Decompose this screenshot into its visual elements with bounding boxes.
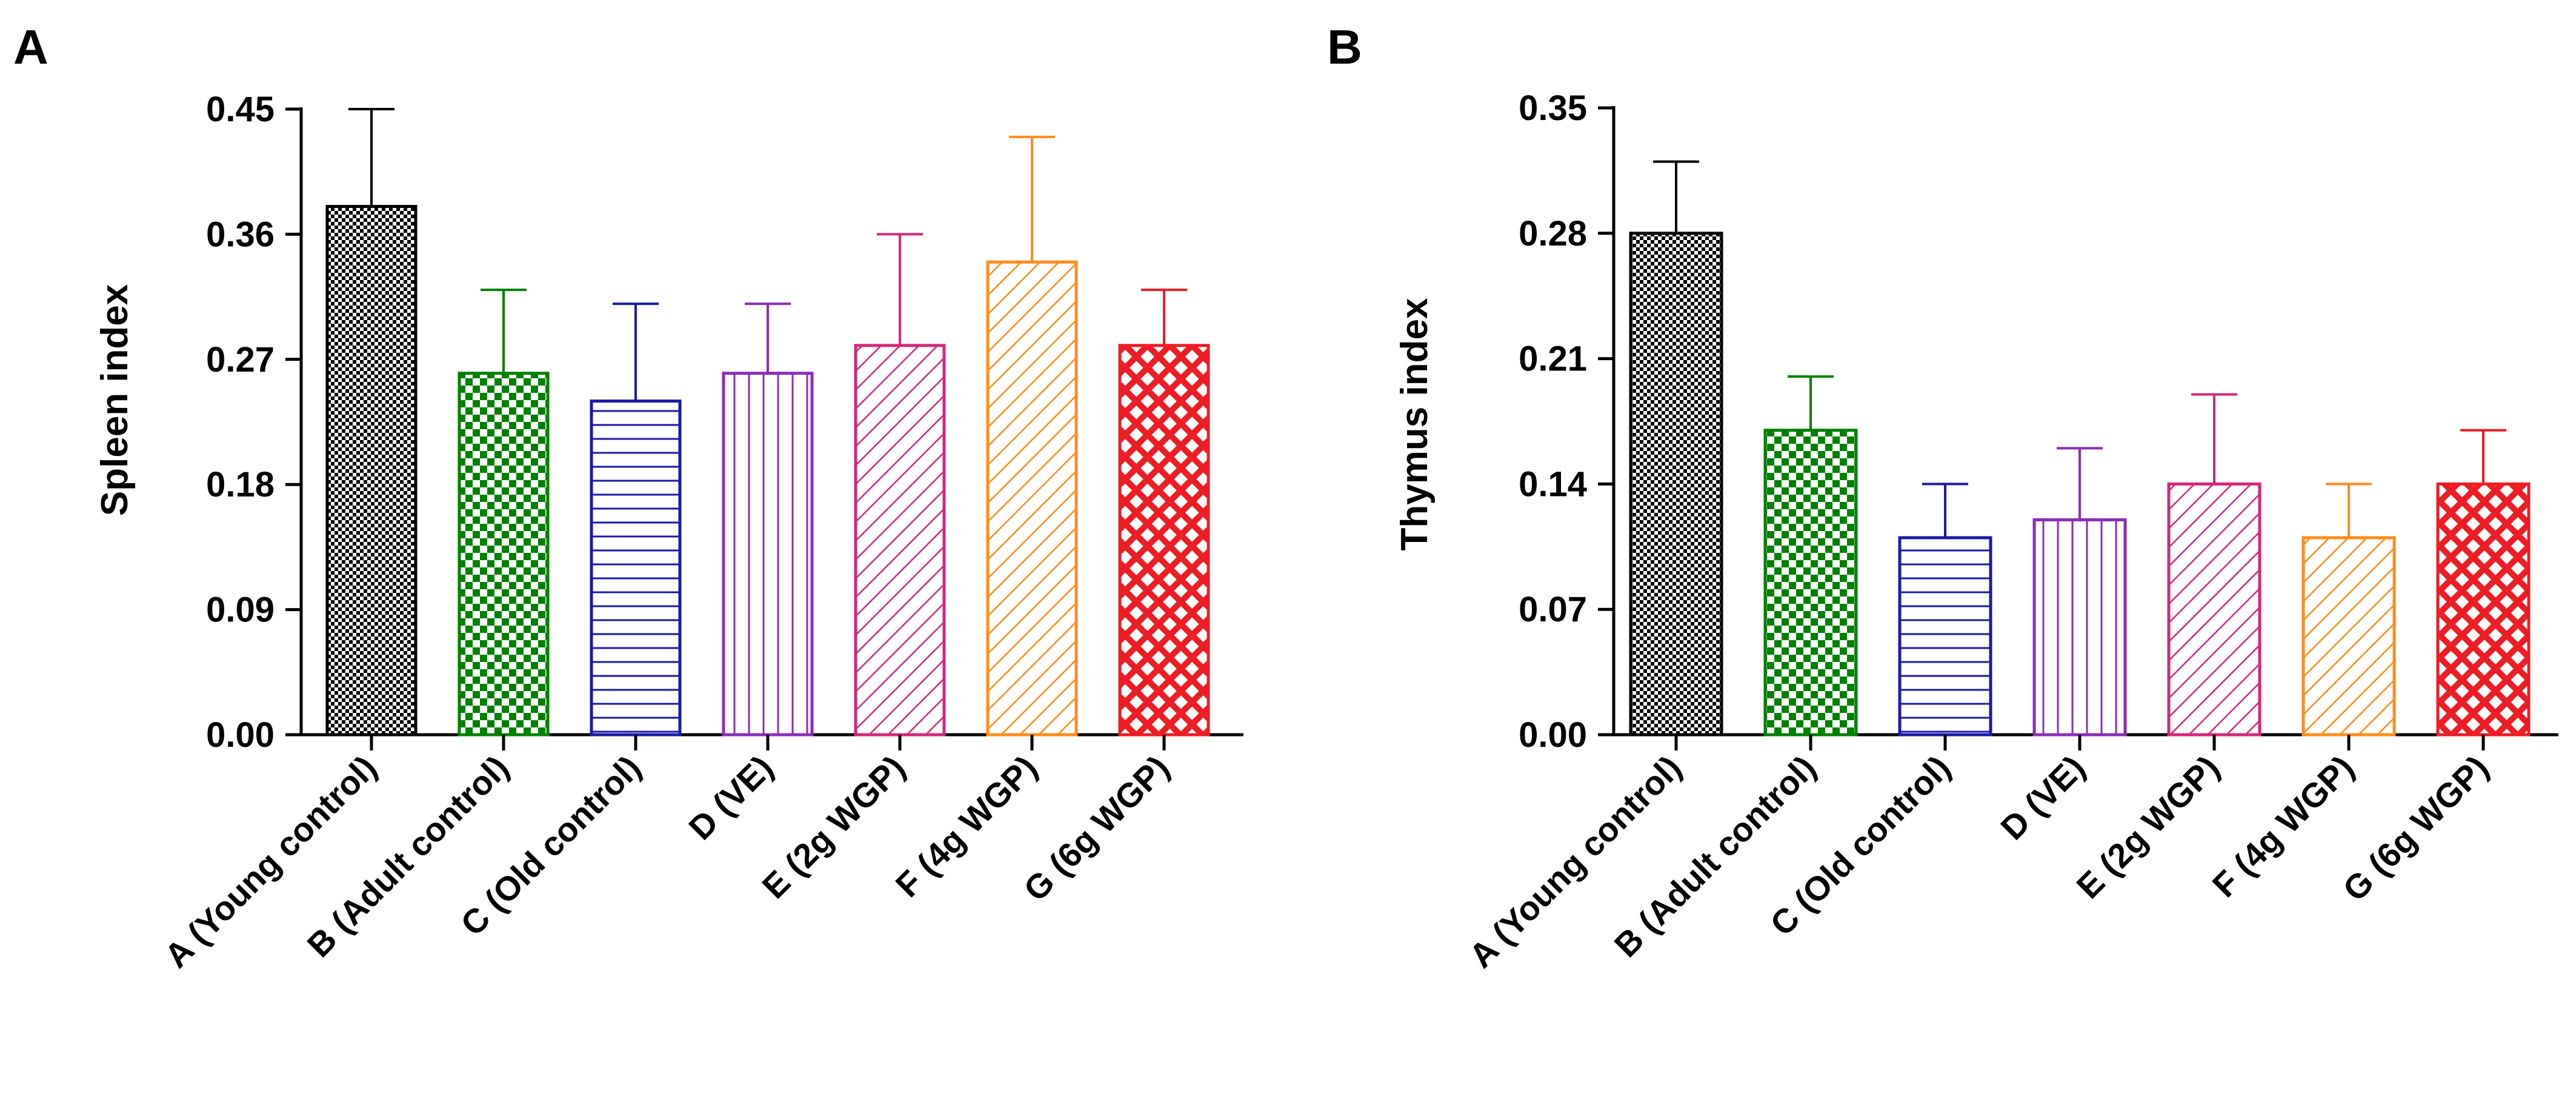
panel-a-y-tick-label: 0.27 xyxy=(206,340,275,379)
panel-a-y-tick-label: 0.00 xyxy=(206,715,275,755)
panel-b-bar xyxy=(1763,429,1858,737)
panel-a-y-tick-label: 0.18 xyxy=(206,465,275,504)
panel-b-category-label: D (VE) xyxy=(1993,748,2092,847)
panel-b-category-label: E (2g WGP) xyxy=(2069,748,2226,906)
panel-a-label: A xyxy=(13,20,48,74)
panel-b-bar xyxy=(2436,482,2531,737)
panel-a-y-axis-title: Spleen index xyxy=(94,284,136,516)
panel-a-bar xyxy=(590,399,682,737)
panel-a: A Spleen index 0.000.090.180.270.360.45A… xyxy=(13,20,1243,975)
panel-a-bar xyxy=(325,205,418,737)
panel-b-bar xyxy=(1898,536,1992,737)
panel-b-category-label: G (6g WGP) xyxy=(2335,748,2496,909)
panel-b-y-tick-label: 0.35 xyxy=(1519,89,1587,128)
panel-a-y-tick-label: 0.36 xyxy=(206,215,275,254)
panel-b-bar xyxy=(2032,518,2127,737)
panel-b-bar xyxy=(1629,232,1723,737)
panel-a-category-label: D (VE) xyxy=(681,748,780,847)
panel-b-y-tick-label: 0.00 xyxy=(1519,715,1587,755)
panel-b-y-tick-label: 0.07 xyxy=(1519,590,1587,629)
panel-a-bar xyxy=(986,260,1078,737)
panel-a-bar xyxy=(722,372,814,737)
panel-a-category-label: E (2g WGP) xyxy=(754,748,912,906)
panel-a-bar xyxy=(1118,344,1210,737)
panel-a-y-tick-label: 0.09 xyxy=(206,590,275,630)
panel-b-label: B xyxy=(1327,20,1362,74)
panel-b-y-tick-label: 0.21 xyxy=(1519,339,1587,379)
panel-b-bar xyxy=(2301,536,2396,737)
panel-b-y-tick-label: 0.28 xyxy=(1519,214,1587,253)
panel-a-bar xyxy=(854,344,946,737)
panel-b: B Thymus index 0.000.070.140.210.280.35A… xyxy=(1327,20,2558,975)
panel-b-y-axis-title: Thymus index xyxy=(1394,298,1436,550)
panel-b-bar xyxy=(2167,482,2261,737)
panel-a-y-tick-label: 0.45 xyxy=(206,90,275,129)
panel-b-y-tick-label: 0.14 xyxy=(1519,464,1587,504)
panel-a-bar xyxy=(458,372,550,737)
